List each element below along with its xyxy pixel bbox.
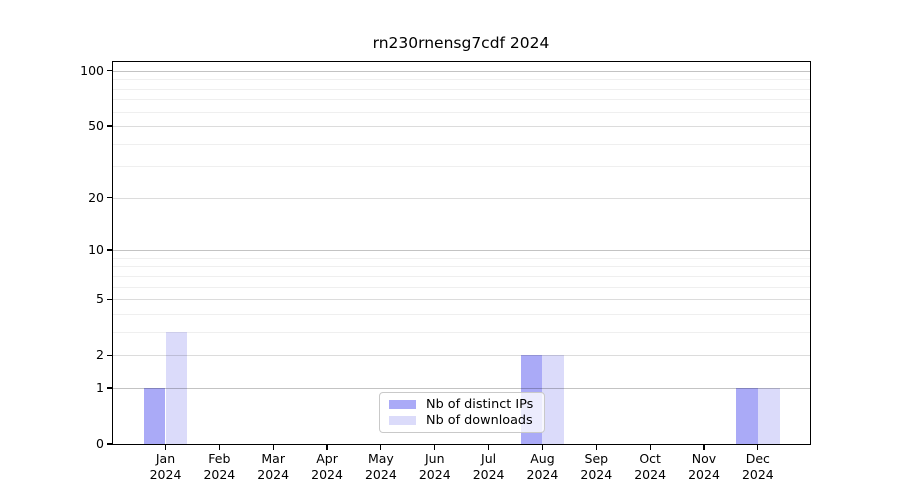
xtick-jun <box>434 445 436 450</box>
gridline-y-10 <box>113 250 810 252</box>
minor-gridline-y-6 <box>113 286 810 288</box>
ytick-label-2: 2 <box>96 347 104 363</box>
xtick-year-jul: 2024 <box>472 466 505 482</box>
xtick-month-jun: Jun <box>424 451 445 466</box>
xtick-label-may: May 2024 <box>349 451 413 482</box>
ytick-50 <box>107 125 112 127</box>
legend-item-downloads: Nb of downloads <box>389 413 535 428</box>
xtick-aug <box>541 445 544 450</box>
gridline-y-2 <box>113 355 810 357</box>
xtick-mar <box>272 445 274 450</box>
xtick-month-nov: Nov <box>691 451 717 466</box>
xtick-jan <box>164 445 167 450</box>
chart-title: rn230rnensg7cdf 2024 <box>372 34 550 52</box>
xtick-year-jan: 2024 <box>149 466 182 482</box>
ytick-5 <box>107 298 112 300</box>
xtick-label-oct: Oct 2024 <box>618 451 682 482</box>
xtick-label-jan: Jan 2024 <box>134 451 198 482</box>
xtick-year-feb: 2024 <box>203 466 236 482</box>
minor-gridline-y-70 <box>113 99 810 101</box>
legend: Nb of distinct IPs Nb of downloads <box>379 392 545 433</box>
xtick-year-nov: 2024 <box>688 466 720 482</box>
xtick-month-feb: Feb <box>208 451 231 466</box>
xtick-dec <box>757 445 759 450</box>
minor-gridline-y-30 <box>113 166 810 168</box>
ytick-label-10: 10 <box>88 242 104 258</box>
xtick-label-sep: Sep 2024 <box>564 451 628 482</box>
xtick-label-aug: Aug 2024 <box>510 451 574 482</box>
xtick-year-jun: 2024 <box>418 466 451 482</box>
xtick-nov <box>703 445 705 450</box>
xtick-year-mar: 2024 <box>257 466 290 482</box>
ytick-10 <box>107 249 112 251</box>
ytick-100 <box>107 70 112 72</box>
minor-gridline-y-4 <box>113 313 810 315</box>
xtick-apr <box>326 445 328 450</box>
minor-gridline-y-40 <box>113 143 810 145</box>
legend-label-distinct-ips: Nb of distinct IPs <box>426 396 534 412</box>
xtick-label-jul: Jul 2024 <box>457 451 521 482</box>
xtick-label-jun: Jun 2024 <box>403 451 467 482</box>
xtick-year-apr: 2024 <box>311 466 343 482</box>
xtick-month-may: May <box>367 451 394 466</box>
xtick-month-jan: Jan <box>155 451 176 466</box>
gridline-y-100 <box>113 70 810 72</box>
xtick-month-oct: Oct <box>639 451 661 466</box>
ytick-label-100: 100 <box>80 62 104 78</box>
bar-jan-downloads <box>165 331 188 444</box>
xtick-month-sep: Sep <box>584 451 609 466</box>
ytick-1 <box>107 387 112 389</box>
bar-dec-downloads <box>757 387 780 444</box>
xtick-sep <box>595 445 597 450</box>
legend-label-downloads: Nb of downloads <box>426 413 533 429</box>
xtick-month-jul: Jul <box>481 451 497 466</box>
xtick-year-sep: 2024 <box>580 466 613 482</box>
xtick-jul <box>488 445 490 450</box>
ytick-label-1: 1 <box>96 379 104 395</box>
bar-jan-distinct-ips <box>143 387 166 444</box>
minor-gridline-y-7 <box>113 275 810 277</box>
ytick-label-5: 5 <box>96 291 104 307</box>
minor-gridline-y-80 <box>113 88 810 90</box>
xtick-label-nov: Nov 2024 <box>672 451 736 482</box>
ytick-0 <box>107 443 112 445</box>
ytick-20 <box>107 197 112 199</box>
gridline-y-20 <box>113 197 810 199</box>
xtick-feb <box>218 445 220 450</box>
xtick-label-apr: Apr 2024 <box>295 451 359 482</box>
gridline-y-5 <box>113 299 810 301</box>
minor-gridline-y-60 <box>113 111 810 113</box>
xtick-label-dec: Dec 2024 <box>726 451 790 482</box>
minor-gridline-y-3 <box>113 331 810 333</box>
xtick-month-apr: Apr <box>316 451 338 466</box>
xtick-year-may: 2024 <box>364 466 397 482</box>
ytick-label-50: 50 <box>88 118 104 134</box>
xtick-may <box>380 445 382 450</box>
xtick-month-aug: Aug <box>530 451 555 466</box>
xtick-label-feb: Feb 2024 <box>187 451 251 482</box>
xtick-year-oct: 2024 <box>634 466 667 482</box>
xtick-year-dec: 2024 <box>741 466 774 482</box>
ytick-label-20: 20 <box>88 189 104 205</box>
bar-dec-distinct-ips <box>736 387 758 444</box>
minor-gridline-y-8 <box>113 266 810 268</box>
legend-swatch-distinct-ips <box>389 399 416 409</box>
minor-gridline-y-9 <box>113 257 810 259</box>
minor-gridline-y-90 <box>113 79 810 81</box>
xtick-month-mar: Mar <box>261 451 285 466</box>
ytick-label-0: 0 <box>96 436 104 451</box>
xtick-year-aug: 2024 <box>526 466 559 482</box>
gridline-y-50 <box>113 126 810 128</box>
xtick-label-mar: Mar 2024 <box>241 451 305 482</box>
bar-aug-downloads <box>542 355 565 444</box>
xtick-oct <box>649 445 651 450</box>
legend-swatch-downloads <box>389 416 416 426</box>
ytick-2 <box>107 354 112 356</box>
gridline-y-1 <box>113 387 810 389</box>
xtick-month-dec: Dec <box>745 451 770 466</box>
legend-item-distinct-ips: Nb of distinct IPs <box>389 397 535 412</box>
